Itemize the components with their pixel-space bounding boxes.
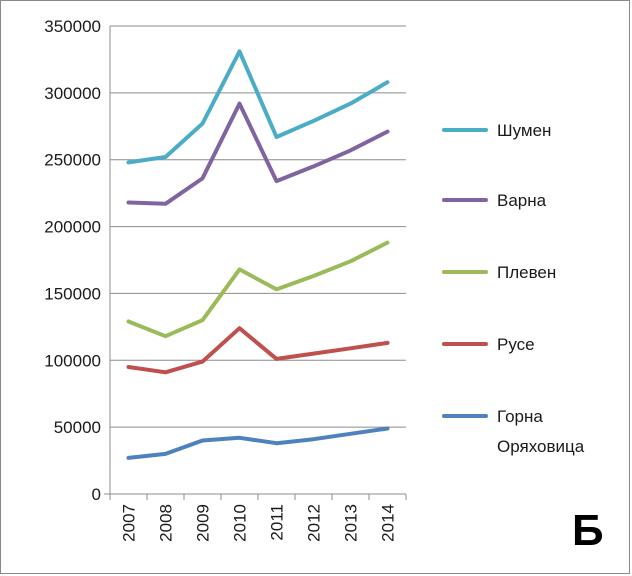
axes — [104, 26, 407, 500]
x-tick-label: 2014 — [379, 504, 398, 542]
series-lines — [126, 49, 390, 460]
legend: Шумен Варна Плевен Русе Горна Оряховица — [442, 121, 585, 456]
y-tick-label: 250000 — [44, 151, 101, 170]
series-line-5 — [126, 426, 390, 460]
series-line-3 — [126, 240, 390, 339]
grid-lines — [110, 25, 406, 428]
series-line-4 — [126, 326, 390, 375]
x-axis-ticks: 2007 2008 2009 2010 2011 2012 2013 2014 — [120, 504, 398, 542]
y-tick-label: 100000 — [44, 351, 101, 370]
series-line-1 — [126, 49, 390, 165]
x-tick-label: 2009 — [194, 504, 213, 542]
y-tick-label: 150000 — [44, 284, 101, 303]
x-tick-label: 2012 — [305, 504, 324, 542]
x-tick-label: 2010 — [231, 504, 250, 542]
y-tick-label: 350000 — [44, 17, 101, 36]
y-axis-ticks: 0 50000 100000 150000 200000 250000 300000 3500… — [44, 17, 101, 504]
x-tick-label: 2013 — [342, 504, 361, 542]
legend-label: Горна — [497, 407, 543, 426]
panel-label: Б — [572, 506, 604, 555]
y-tick-label: 0 — [92, 485, 101, 504]
legend-label: Русе — [497, 335, 535, 354]
legend-label: Шумен — [497, 121, 551, 140]
x-tick-label: 2011 — [268, 504, 287, 541]
y-tick-label: 50000 — [54, 418, 101, 437]
y-tick-label: 200000 — [44, 218, 101, 237]
legend-label: Варна — [497, 191, 547, 210]
legend-label-line2: Оряховица — [497, 437, 585, 456]
legend-label: Плевен — [497, 263, 556, 282]
x-tick-label: 2007 — [120, 504, 139, 542]
series-line-2 — [126, 101, 390, 206]
x-tick-label: 2008 — [157, 504, 176, 542]
y-tick-label: 300000 — [44, 84, 101, 103]
